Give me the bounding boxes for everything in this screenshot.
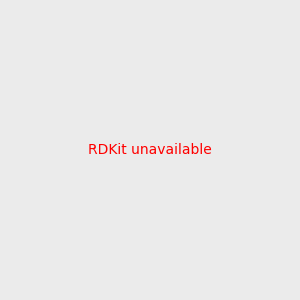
Text: RDKit unavailable: RDKit unavailable bbox=[88, 143, 212, 157]
